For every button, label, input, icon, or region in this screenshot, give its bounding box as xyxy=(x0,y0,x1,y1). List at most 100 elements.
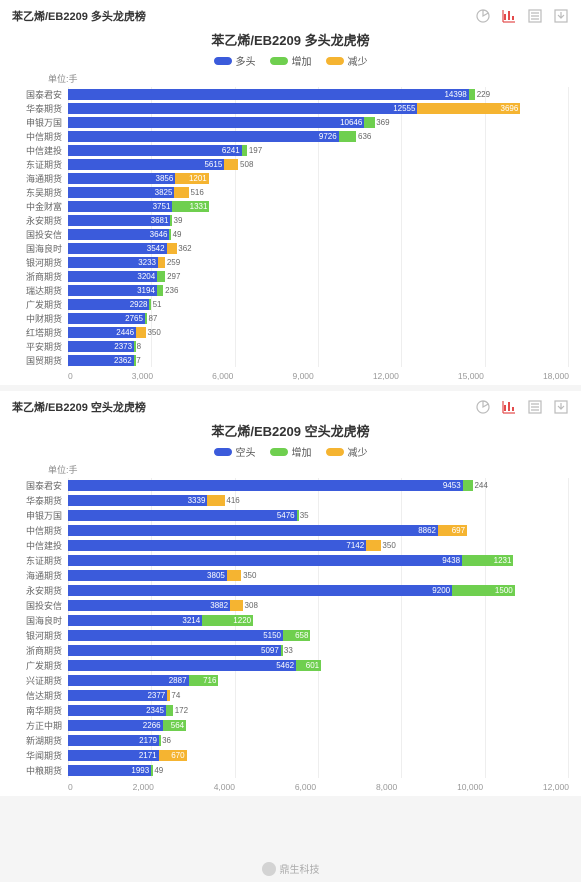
legend-item: 减少 xyxy=(326,444,368,459)
download-icon[interactable] xyxy=(553,399,569,415)
legend: 空头 增加 减少 xyxy=(12,444,569,459)
category-label: 国投安信 xyxy=(12,598,68,613)
category-label: 东吴期货 xyxy=(12,185,68,199)
icon-group xyxy=(475,399,569,415)
bars: 14398 229 12555 3696 10646 369 9726 636 … xyxy=(68,87,569,367)
bar-delta: 39 xyxy=(170,215,172,226)
bar-row: 2345 172 xyxy=(68,703,569,718)
bar-icon[interactable] xyxy=(501,8,517,24)
bar-main: 3646 xyxy=(68,229,169,240)
legend-swatch xyxy=(326,57,344,65)
bar-delta: 33 xyxy=(281,645,283,656)
bar-main: 3214 xyxy=(68,615,202,626)
bar-delta: 636 xyxy=(339,131,357,142)
bar-main: 3339 xyxy=(68,495,207,506)
panel-header: 苯乙烯/EB2209 空头龙虎榜 xyxy=(12,399,569,415)
bar-delta: 1231 xyxy=(462,555,513,566)
bar-row: 5462 601 xyxy=(68,658,569,673)
bar-delta: 516 xyxy=(174,187,188,198)
x-tick: 6,000 xyxy=(295,782,316,792)
legend-item: 增加 xyxy=(270,53,312,68)
bar-row: 2362 7 xyxy=(68,353,569,367)
panel-title: 苯乙烯/EB2209 空头龙虎榜 xyxy=(12,399,146,415)
bar-delta: 49 xyxy=(151,765,153,776)
pie-icon[interactable] xyxy=(475,399,491,415)
bar-row: 3805 350 xyxy=(68,568,569,583)
bar-main: 1993 xyxy=(68,765,151,776)
category-label: 华泰期货 xyxy=(12,493,68,508)
bar-delta: 601 xyxy=(296,660,321,671)
bar-row: 9438 1231 xyxy=(68,553,569,568)
bar-row: 2446 350 xyxy=(68,325,569,339)
x-tick: 18,000 xyxy=(543,371,569,381)
bar-delta: 369 xyxy=(364,117,374,128)
bars: 9453 244 3339 416 5476 35 8862 697 7142 … xyxy=(68,478,569,778)
bar-main: 3856 xyxy=(68,173,175,184)
bar-main: 2928 xyxy=(68,299,149,310)
category-label: 海通期货 xyxy=(12,568,68,583)
category-label: 浙商期货 xyxy=(12,269,68,283)
bar-main: 9438 xyxy=(68,555,462,566)
bar-row: 8862 697 xyxy=(68,523,569,538)
bar-delta: 51 xyxy=(149,299,151,310)
category-label: 银河期货 xyxy=(12,255,68,269)
list-icon[interactable] xyxy=(527,399,543,415)
bar-delta: 697 xyxy=(438,525,467,536)
bar-delta: 716 xyxy=(189,675,219,686)
bar-main: 2266 xyxy=(68,720,163,731)
chart-area: 国泰君安华泰期货申银万国中信期货中信建投东证期货海通期货永安期货国投安信国海良时… xyxy=(12,478,569,778)
download-icon[interactable] xyxy=(553,8,569,24)
list-icon[interactable] xyxy=(527,8,543,24)
category-column: 国泰君安华泰期货申银万国中信期货中信建投东证期货海通期货永安期货国投安信国海良时… xyxy=(12,478,68,778)
bar-row: 3882 308 xyxy=(68,598,569,613)
chart-panel-0: 苯乙烯/EB2209 多头龙虎榜 苯乙烯/EB2209 多头龙虎榜 多头 增加 … xyxy=(0,0,581,385)
category-label: 国投安信 xyxy=(12,227,68,241)
x-axis: 03,0006,0009,00012,00015,00018,000 xyxy=(12,371,569,381)
bar-main: 2377 xyxy=(68,690,167,701)
bar-delta: 362 xyxy=(167,243,177,254)
bar-delta: 350 xyxy=(136,327,146,338)
bar-row: 3339 416 xyxy=(68,493,569,508)
bar-delta: 7 xyxy=(134,355,136,366)
legend-item: 增加 xyxy=(270,444,312,459)
panel-title: 苯乙烯/EB2209 多头龙虎榜 xyxy=(12,8,146,24)
category-label: 国泰君安 xyxy=(12,87,68,101)
bar-row: 3542 362 xyxy=(68,241,569,255)
bar-row: 3233 259 xyxy=(68,255,569,269)
bar-icon[interactable] xyxy=(501,399,517,415)
bar-row: 2887 716 xyxy=(68,673,569,688)
bars-column: 14398 229 12555 3696 10646 369 9726 636 … xyxy=(68,87,569,367)
x-tick: 2,000 xyxy=(133,782,154,792)
x-tick: 3,000 xyxy=(132,371,153,381)
pie-icon[interactable] xyxy=(475,8,491,24)
bar-main: 2765 xyxy=(68,313,145,324)
legend-swatch xyxy=(270,57,288,65)
category-label: 华闻期货 xyxy=(12,748,68,763)
bar-delta: 49 xyxy=(169,229,171,240)
x-tick: 0 xyxy=(68,371,73,381)
x-ticks: 02,0004,0006,0008,00010,00012,000 xyxy=(68,782,569,792)
bar-delta: 236 xyxy=(157,285,164,296)
bar-main: 5462 xyxy=(68,660,296,671)
x-tick: 12,000 xyxy=(373,371,399,381)
x-ticks: 03,0006,0009,00012,00015,00018,000 xyxy=(68,371,569,381)
bar-main: 3681 xyxy=(68,215,170,226)
bar-delta: 87 xyxy=(145,313,147,324)
bar-delta: 172 xyxy=(166,705,173,716)
chart-title: 苯乙烯/EB2209 多头龙虎榜 xyxy=(12,30,569,49)
bar-row: 14398 229 xyxy=(68,87,569,101)
category-label: 中信期货 xyxy=(12,129,68,143)
x-tick: 12,000 xyxy=(543,782,569,792)
category-label: 浙商期货 xyxy=(12,643,68,658)
category-label: 国海良时 xyxy=(12,241,68,255)
category-label: 国贸期货 xyxy=(12,353,68,367)
category-label: 中信建投 xyxy=(12,538,68,553)
legend-label: 多头 xyxy=(236,53,256,68)
x-tick: 6,000 xyxy=(212,371,233,381)
category-label: 新湖期货 xyxy=(12,733,68,748)
category-label: 国泰君安 xyxy=(12,478,68,493)
bar-main: 2345 xyxy=(68,705,166,716)
bar-delta: 35 xyxy=(297,510,299,521)
x-tick: 9,000 xyxy=(292,371,313,381)
bar-delta: 350 xyxy=(366,540,381,551)
